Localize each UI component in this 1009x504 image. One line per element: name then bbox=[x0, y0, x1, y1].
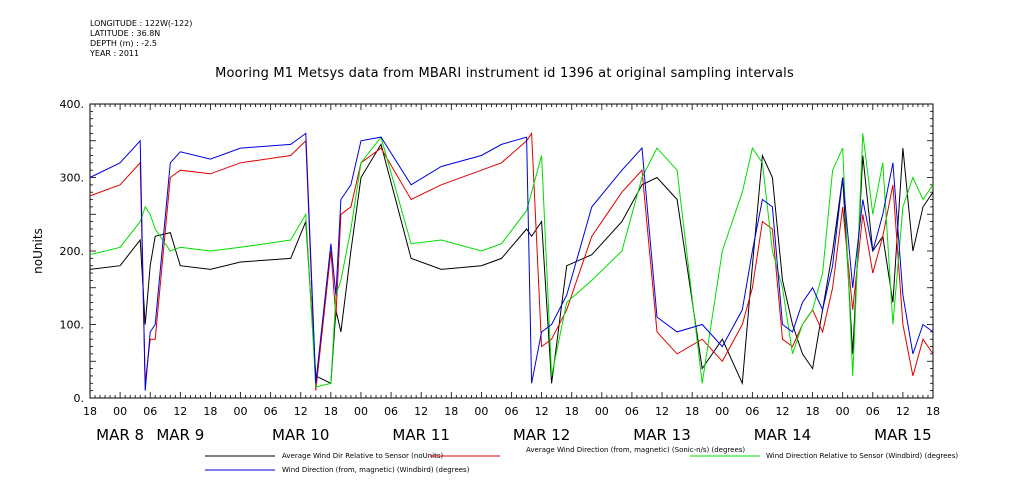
x-date-label: MAR 11 bbox=[392, 426, 449, 444]
x-tick-label: 06 bbox=[625, 405, 639, 418]
series-line-1 bbox=[89, 143, 934, 386]
y-axis-label: noUnits bbox=[31, 228, 45, 274]
x-date-label: MAR 10 bbox=[272, 426, 329, 444]
x-tick-label: 00 bbox=[715, 405, 729, 418]
legend-label-3: Wind Direction Relative to Sensor (Windb… bbox=[766, 452, 958, 460]
chart-axes: 0. 100. 200. 300. 400. noUnits 18 00 06 12 18 00 06 1… bbox=[31, 98, 940, 444]
chart-legend: Average Wind Dir Relative to Sensor (noU… bbox=[205, 446, 958, 474]
x-tick-label: 00 bbox=[234, 405, 248, 418]
y-tick-label: 400. bbox=[60, 98, 85, 111]
series-layer bbox=[89, 131, 934, 391]
depth-label: DEPTH (m) : -2.5 bbox=[90, 39, 157, 48]
y-tick-label: 0. bbox=[74, 392, 85, 405]
year-label: YEAR : 2011 bbox=[90, 49, 140, 58]
x-tick-label: 18 bbox=[926, 405, 940, 418]
x-tick-label: 06 bbox=[264, 405, 278, 418]
x-tick-label: 12 bbox=[655, 405, 669, 418]
x-tick-label: 00 bbox=[113, 405, 127, 418]
x-tick-label: 12 bbox=[535, 405, 549, 418]
longitude-label: LONGITUDE : 122W(-122) bbox=[90, 19, 193, 28]
x-tick-label: 18 bbox=[685, 405, 699, 418]
metadata-block: LONGITUDE : 122W(-122) LATITUDE : 36.8N … bbox=[90, 19, 192, 59]
x-tick-label: 18 bbox=[83, 405, 97, 418]
x-tick-label: 06 bbox=[143, 405, 157, 418]
x-tick-label: 06 bbox=[866, 405, 880, 418]
latitude-label: LATITUDE : 36.8N bbox=[90, 29, 161, 38]
x-date-label: MAR 13 bbox=[633, 426, 690, 444]
y-tick-label: 300. bbox=[60, 172, 85, 185]
x-tick-label: 18 bbox=[203, 405, 217, 418]
x-tick-label: 00 bbox=[836, 405, 850, 418]
series-line-4 bbox=[89, 132, 934, 391]
plot-frame bbox=[89, 103, 934, 399]
series-line-2 bbox=[89, 131, 934, 391]
x-date-label: MAR 8 bbox=[96, 426, 144, 444]
y-tick-label: 200. bbox=[60, 245, 85, 258]
legend-label-2: Average Wind Direction (from, magnetic) … bbox=[526, 446, 745, 454]
x-tick-label: 00 bbox=[595, 405, 609, 418]
x-tick-label: 00 bbox=[354, 405, 368, 418]
series-line-3 bbox=[89, 133, 934, 388]
x-date-label: MAR 15 bbox=[874, 426, 931, 444]
chart-title: Mooring M1 Metsys data from MBARI instru… bbox=[215, 66, 794, 81]
x-tick-label: 12 bbox=[896, 405, 910, 418]
x-date-label: MAR 14 bbox=[754, 426, 811, 444]
y-tick-label: 100. bbox=[60, 319, 85, 332]
x-date-label: MAR 9 bbox=[156, 426, 204, 444]
x-tick-label: 06 bbox=[384, 405, 398, 418]
x-tick-label: 12 bbox=[294, 405, 308, 418]
x-tick-label: 18 bbox=[565, 405, 579, 418]
x-tick-label: 18 bbox=[444, 405, 458, 418]
x-tick-label: 06 bbox=[745, 405, 759, 418]
legend-label-1: Average Wind Dir Relative to Sensor (noU… bbox=[282, 452, 443, 460]
x-tick-label: 18 bbox=[324, 405, 338, 418]
legend-label-4: Wind Direction (from, magnetic) (Windbir… bbox=[282, 466, 470, 474]
x-tick-label: 12 bbox=[173, 405, 187, 418]
x-tick-label: 06 bbox=[505, 405, 519, 418]
x-tick-label: 18 bbox=[806, 405, 820, 418]
x-tick-label: 12 bbox=[775, 405, 789, 418]
x-tick-label: 12 bbox=[414, 405, 428, 418]
x-tick-label: 00 bbox=[474, 405, 488, 418]
x-date-label: MAR 12 bbox=[513, 426, 570, 444]
